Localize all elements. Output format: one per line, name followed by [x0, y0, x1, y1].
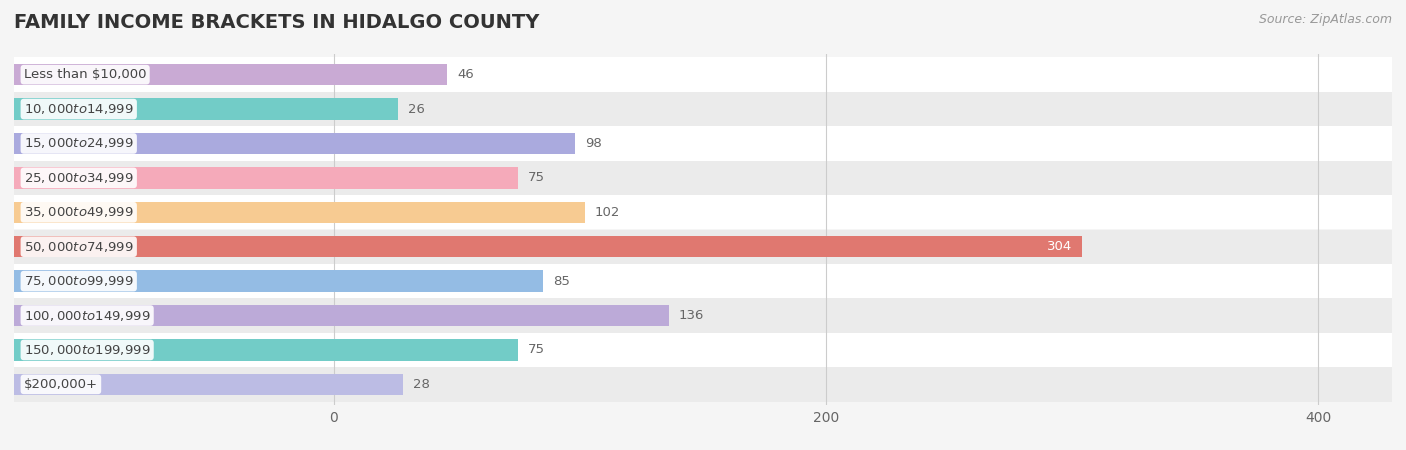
Text: $25,000 to $34,999: $25,000 to $34,999	[24, 171, 134, 185]
Bar	[14, 374, 404, 395]
Text: $35,000 to $49,999: $35,000 to $49,999	[24, 205, 134, 219]
Text: 75: 75	[529, 171, 546, 184]
Text: Less than $10,000: Less than $10,000	[24, 68, 146, 81]
Bar	[14, 230, 1392, 264]
Bar	[14, 99, 398, 120]
Bar	[14, 298, 1392, 333]
Text: 28: 28	[413, 378, 430, 391]
Bar	[14, 167, 519, 189]
Text: $75,000 to $99,999: $75,000 to $99,999	[24, 274, 134, 288]
Bar	[14, 133, 575, 154]
Bar	[14, 161, 1392, 195]
Bar	[14, 270, 543, 292]
Bar	[14, 339, 519, 360]
Bar	[14, 92, 1392, 126]
Text: 304: 304	[1047, 240, 1073, 253]
Text: $200,000+: $200,000+	[24, 378, 98, 391]
Text: $50,000 to $74,999: $50,000 to $74,999	[24, 240, 134, 254]
Text: 136: 136	[678, 309, 704, 322]
Text: 46: 46	[457, 68, 474, 81]
Bar	[14, 58, 1392, 92]
Bar	[14, 195, 1392, 230]
Text: 85: 85	[553, 274, 569, 288]
Text: $150,000 to $199,999: $150,000 to $199,999	[24, 343, 150, 357]
Bar	[14, 305, 669, 326]
Text: FAMILY INCOME BRACKETS IN HIDALGO COUNTY: FAMILY INCOME BRACKETS IN HIDALGO COUNTY	[14, 14, 540, 32]
Text: $10,000 to $14,999: $10,000 to $14,999	[24, 102, 134, 116]
Text: $15,000 to $24,999: $15,000 to $24,999	[24, 136, 134, 150]
Bar	[14, 264, 1392, 298]
Text: 102: 102	[595, 206, 620, 219]
Text: 75: 75	[529, 343, 546, 356]
Bar	[14, 126, 1392, 161]
Text: $100,000 to $149,999: $100,000 to $149,999	[24, 309, 150, 323]
Bar	[14, 367, 1392, 401]
Bar	[14, 236, 1083, 257]
Text: Source: ZipAtlas.com: Source: ZipAtlas.com	[1258, 14, 1392, 27]
Bar	[14, 202, 585, 223]
Text: 98: 98	[585, 137, 602, 150]
Bar	[14, 333, 1392, 367]
Text: 26: 26	[408, 103, 425, 116]
Bar	[14, 64, 447, 86]
